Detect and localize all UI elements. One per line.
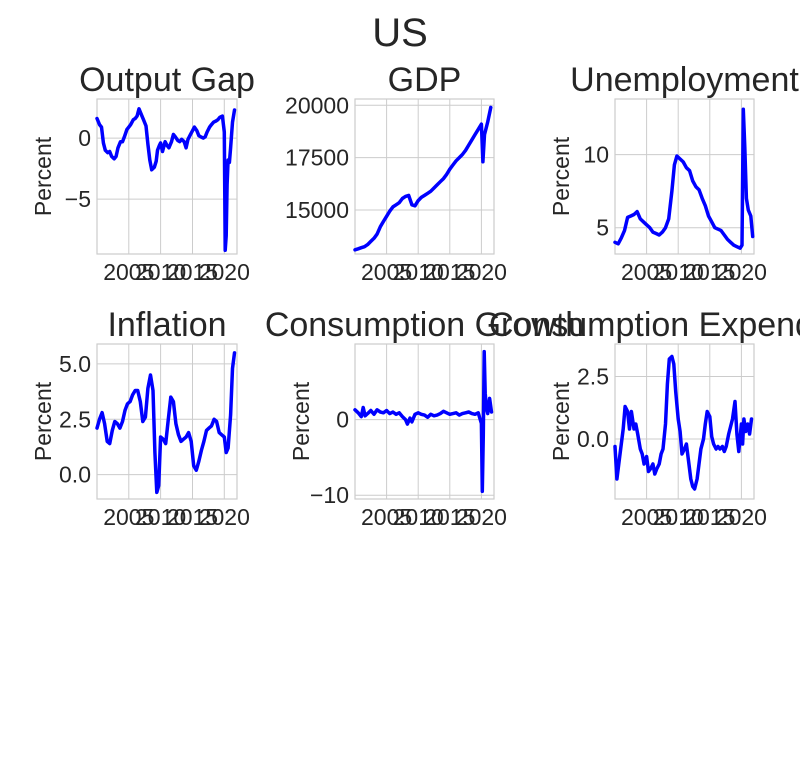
x-tick-label: 2010 — [135, 259, 186, 285]
y-tick-label: 2.5 — [577, 364, 609, 390]
x-tick-label: 2015 — [424, 259, 475, 285]
series-line — [613, 354, 754, 491]
x-tick-label: 2015 — [167, 259, 218, 285]
x-tick-label: 2005 — [103, 259, 154, 285]
x-tick-label: 2010 — [393, 259, 444, 285]
x-tick-label: 2015 — [167, 504, 218, 530]
x-tick-label: 2010 — [135, 504, 186, 530]
y-axis-label: Percent — [288, 381, 314, 461]
y-tick-label: 0.0 — [577, 426, 609, 452]
panel-title: Consumption Growth — [265, 306, 584, 344]
plot-frame — [614, 343, 755, 500]
series-line — [95, 107, 237, 253]
y-tick-label: 0 — [336, 407, 349, 433]
series-line — [95, 351, 237, 495]
x-tick-label: 2020 — [456, 504, 507, 530]
x-tick-label: 2010 — [653, 504, 704, 530]
x-tick-label: 2020 — [199, 504, 250, 530]
y-axis-label: Percent — [30, 136, 56, 216]
y-axis-label: Percent — [548, 381, 574, 461]
y-tick-label: 0.0 — [59, 462, 91, 488]
x-tick-label: 2005 — [103, 504, 154, 530]
panel-title: Unemployment — [570, 61, 799, 99]
y-tick-label: −5 — [65, 186, 91, 212]
panel-title: Consumption Expenditure — [489, 306, 800, 344]
panel-title: Inflation — [107, 306, 226, 344]
plot-frame — [354, 98, 495, 255]
y-axis-label: Percent — [548, 136, 574, 216]
plot-frame — [354, 343, 495, 500]
x-tick-label: 2010 — [653, 259, 704, 285]
plot-frame — [96, 98, 238, 255]
y-tick-label: 5 — [596, 215, 609, 241]
x-tick-label: 2005 — [621, 504, 672, 530]
y-tick-label: 5.0 — [59, 351, 91, 377]
y-tick-label: 15000 — [285, 197, 349, 223]
x-tick-label: 2015 — [684, 504, 735, 530]
x-tick-label: 2005 — [361, 504, 412, 530]
plot-frame — [96, 343, 238, 500]
y-axis-label: Percent — [30, 381, 56, 461]
y-tick-label: 0 — [78, 125, 91, 151]
series-line — [353, 105, 493, 252]
figure-title: US — [372, 11, 428, 55]
y-tick-label: 17500 — [285, 145, 349, 171]
x-tick-label: 2020 — [716, 504, 767, 530]
x-tick-label: 2020 — [199, 259, 250, 285]
series-line — [613, 107, 755, 250]
y-tick-label: 2.5 — [59, 406, 91, 432]
y-tick-label: 10 — [583, 142, 609, 168]
y-tick-label: 20000 — [285, 92, 349, 118]
x-tick-label: 2010 — [393, 504, 444, 530]
x-tick-label: 2020 — [716, 259, 767, 285]
series-line — [353, 349, 494, 494]
x-tick-label: 2005 — [621, 259, 672, 285]
y-tick-label: −10 — [310, 482, 349, 508]
panel-title: Output Gap — [79, 61, 255, 99]
plot-frame — [614, 98, 755, 255]
x-tick-label: 2015 — [424, 504, 475, 530]
x-tick-label: 2020 — [456, 259, 507, 285]
x-tick-label: 2015 — [684, 259, 735, 285]
panel-title: GDP — [388, 61, 462, 99]
x-tick-label: 2005 — [361, 259, 412, 285]
